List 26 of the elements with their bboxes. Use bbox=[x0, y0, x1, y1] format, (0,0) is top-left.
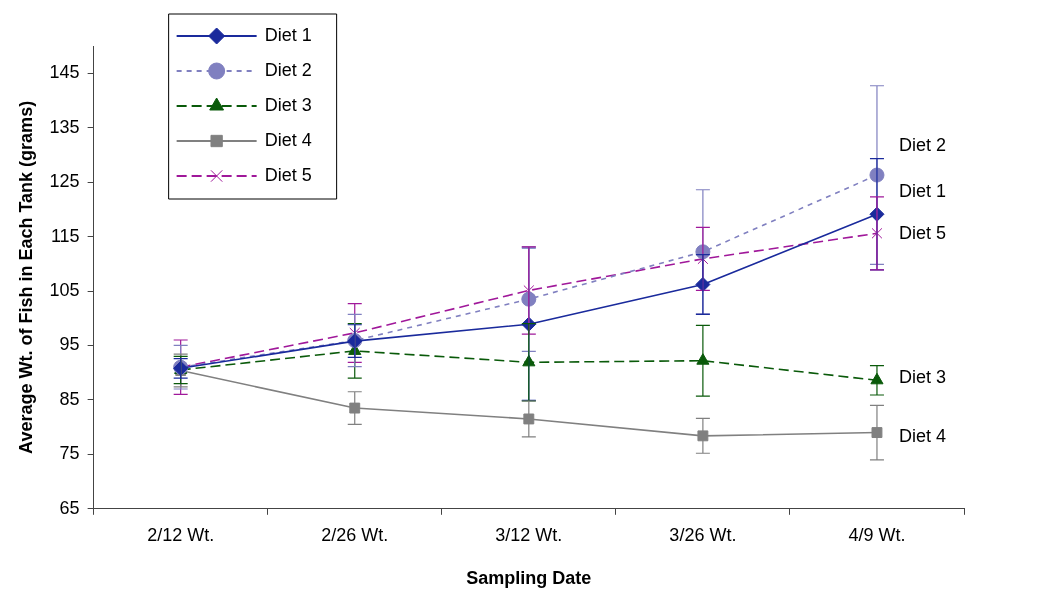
y-tick-label: 115 bbox=[50, 225, 80, 246]
x-tick-label: 2/12 Wt. bbox=[147, 524, 215, 545]
annotation: Diet 5 bbox=[898, 222, 946, 243]
y-tick-label: 85 bbox=[59, 388, 80, 409]
annotation: Diet 3 bbox=[898, 367, 946, 388]
legend-label: Diet 3 bbox=[264, 94, 312, 115]
legend-label: Diet 1 bbox=[264, 24, 312, 45]
legend-label: Diet 5 bbox=[264, 164, 312, 185]
legend-label: Diet 2 bbox=[264, 59, 312, 80]
x-tick-label: 2/26 Wt. bbox=[321, 524, 389, 545]
legend-label: Diet 4 bbox=[264, 129, 312, 150]
x-axis-title: Sampling Date bbox=[466, 568, 592, 589]
y-axis-title: Average Wt. of Fish in Each Tank (grams) bbox=[15, 100, 36, 454]
x-tick-label: 3/12 Wt. bbox=[495, 524, 563, 545]
annotation: Diet 4 bbox=[898, 425, 946, 446]
annotation: Diet 1 bbox=[898, 180, 946, 201]
y-tick-label: 125 bbox=[49, 171, 80, 192]
y-tick-label: 95 bbox=[59, 334, 80, 355]
y-tick-label: 105 bbox=[49, 279, 80, 300]
x-tick-label: 3/26 Wt. bbox=[669, 524, 737, 545]
annotation: Diet 2 bbox=[898, 134, 946, 155]
y-tick-label: 145 bbox=[49, 62, 80, 83]
x-tick-label: 4/9 Wt. bbox=[848, 524, 906, 545]
y-tick-label: 65 bbox=[59, 497, 80, 518]
y-tick-label: 135 bbox=[49, 116, 80, 137]
y-tick-label: 75 bbox=[59, 443, 80, 464]
